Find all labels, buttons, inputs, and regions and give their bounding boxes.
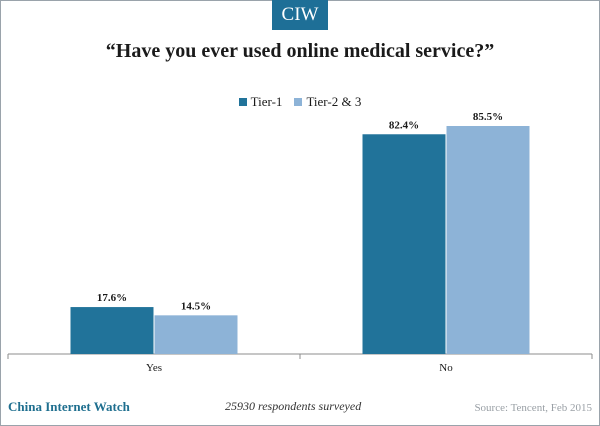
data-label-yes-series-2: 14.5% <box>181 300 211 312</box>
category-label-yes: Yes <box>146 362 162 374</box>
legend-label-tier-1: Tier-1 <box>250 94 283 109</box>
legend-item-tier-2-3: Tier-2 & 3 <box>294 94 361 110</box>
legend-label-tier-2-3: Tier-2 & 3 <box>306 94 362 109</box>
category-label-no: No <box>439 362 453 374</box>
ciw-logo: CIW <box>272 0 328 30</box>
bar-no-series-1 <box>362 134 446 354</box>
bar-yes-series-1 <box>70 307 154 354</box>
footer-brand: China Internet Watch <box>8 399 130 414</box>
legend-item-tier-1: Tier-1 <box>238 94 283 110</box>
legend-swatch-tier-2-3 <box>294 98 303 106</box>
chart-title: “Have you ever used online medical servi… <box>105 40 495 62</box>
bar-no-series-2 <box>446 126 530 354</box>
chart-legend: Tier-1 Tier-2 & 3 <box>0 94 600 110</box>
data-label-no-series-2: 85.5% <box>473 111 503 123</box>
bar-yes-series-2 <box>154 315 238 354</box>
legend-swatch-tier-1 <box>238 98 247 106</box>
data-label-no-series-1: 82.4% <box>389 119 419 131</box>
data-label-yes-series-1: 17.6% <box>97 292 127 304</box>
footer-source: Source: Tencent, Feb 2015 <box>474 402 592 414</box>
footer-note: 25930 respondents surveyed <box>225 399 362 413</box>
